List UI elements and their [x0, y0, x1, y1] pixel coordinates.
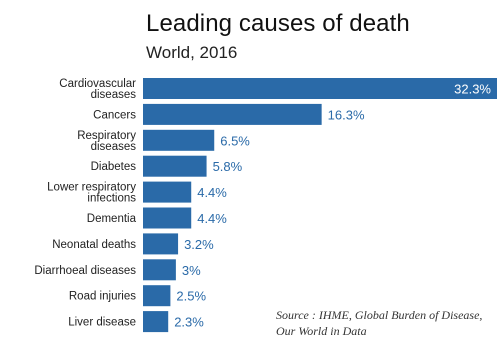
value-label-2: 6.5%: [220, 133, 250, 148]
value-label-3: 5.8%: [213, 159, 243, 174]
source-line-1: Source : IHME, Global Burden of Disease,: [276, 308, 483, 322]
category-label-2: Respiratory diseases: [77, 130, 136, 153]
chart-title: Leading causes of death: [146, 10, 410, 37]
value-label-7: 3%: [182, 263, 201, 278]
category-label-1: Cancers: [93, 109, 136, 121]
chart-subtitle: World, 2016: [146, 43, 238, 62]
bar-8: [143, 285, 171, 307]
bar-1: [143, 103, 322, 125]
bar-9: [143, 311, 169, 333]
value-label-9: 2.3%: [174, 315, 204, 330]
source-line-2: Our World in Data: [276, 324, 367, 338]
bar-5: [143, 207, 192, 229]
bar-4: [143, 181, 192, 203]
category-label-0: Cardiovascular diseases: [59, 78, 136, 101]
value-label-0: 32.3%: [454, 82, 491, 97]
bar-6: [143, 233, 179, 255]
value-label-6: 3.2%: [184, 237, 214, 252]
category-label-9: Liver disease: [68, 317, 136, 329]
value-label-8: 2.5%: [176, 289, 206, 304]
category-label-7: Diarrhoeal diseases: [34, 265, 136, 277]
bar-2: [143, 129, 215, 151]
category-label-4: Lower respiratory infections: [47, 182, 136, 205]
category-label-6: Neonatal deaths: [52, 239, 136, 251]
bar-0: [143, 78, 497, 99]
source-note: Source : IHME, Global Burden of Disease,…: [276, 307, 482, 339]
category-label-5: Dementia: [87, 213, 137, 225]
value-label-1: 16.3%: [328, 107, 365, 122]
bar-7: [143, 259, 176, 281]
category-label-8: Road injuries: [69, 291, 136, 303]
bar-3: [143, 155, 207, 177]
category-label-3: Diabetes: [91, 161, 137, 173]
value-label-4: 4.4%: [197, 185, 227, 200]
value-label-5: 4.4%: [197, 211, 227, 226]
